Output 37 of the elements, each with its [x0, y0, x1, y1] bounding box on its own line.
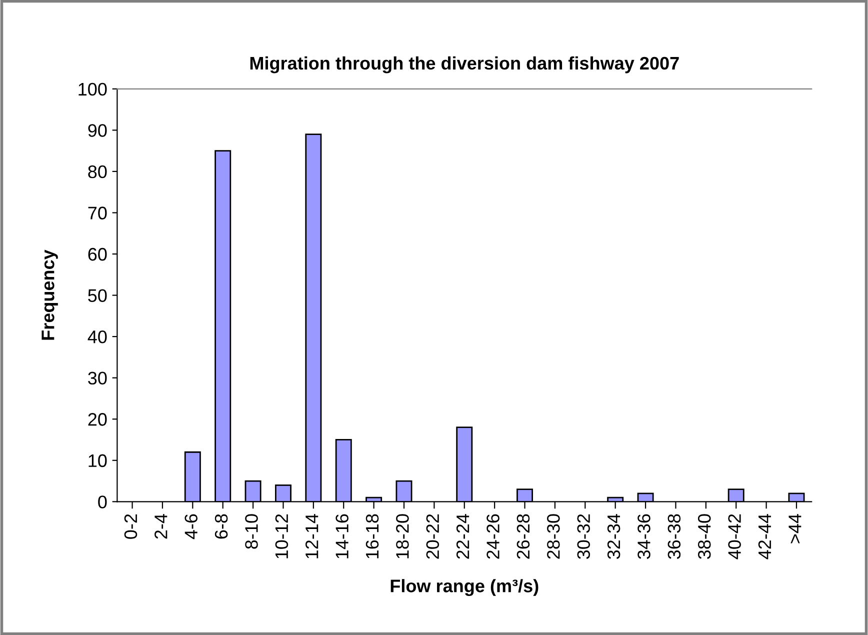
x-tick-label: 34-36 [638, 514, 650, 559]
x-tick-label: 28-30 [547, 514, 560, 559]
x-tick-label: 26-28 [516, 514, 530, 559]
y-tick-label: 20 [88, 413, 107, 426]
y-tick-label: 60 [88, 248, 107, 261]
chart-title: Migration through the diversion dam fishway 2007 [250, 56, 679, 74]
y-tick-label: 10 [88, 454, 107, 468]
x-tick-label: 10-12 [275, 514, 288, 558]
y-tick-label: 90 [88, 124, 107, 137]
x-tick-label: 6-8 [214, 514, 228, 539]
x-tick-label: 42-44 [758, 514, 771, 560]
x-tick-label: 0-2 [124, 514, 138, 539]
y-tick-label: 50 [88, 289, 107, 302]
y-tick-label: 80 [88, 165, 107, 178]
x-tick-label: 36-38 [668, 514, 681, 559]
x-tick-label: >44 [788, 514, 802, 544]
x-tick-label: 32-34 [607, 514, 620, 559]
x-tick-label: 12-14 [305, 514, 318, 558]
y-tick-label: 70 [88, 206, 107, 220]
y-tick-label: 100 [78, 82, 107, 96]
x-tick-label: 38-40 [698, 514, 711, 559]
x-axis-title: Flow range (m³/s) [390, 579, 538, 596]
x-tick-label: 30-32 [577, 514, 590, 559]
y-tick-label: 40 [88, 330, 107, 344]
x-tick-label: 24-26 [486, 514, 500, 559]
x-tick-label: 18-20 [396, 514, 409, 558]
y-tick-label: 30 [88, 372, 107, 385]
x-tick-label: 20-22 [426, 514, 440, 559]
x-tick-label: 4-6 [184, 514, 198, 540]
x-tick-label: 16-18 [366, 514, 379, 558]
x-tick-label: 2-4 [154, 514, 168, 539]
y-tick-label: 0 [98, 496, 107, 508]
x-tick-label: 40-42 [728, 514, 741, 560]
x-tick-label: 8-10 [245, 514, 258, 549]
y-axis-title: Frequency [42, 250, 58, 340]
x-tick-label: 14-16 [336, 514, 348, 558]
x-tick-label: 22-24 [456, 514, 470, 559]
